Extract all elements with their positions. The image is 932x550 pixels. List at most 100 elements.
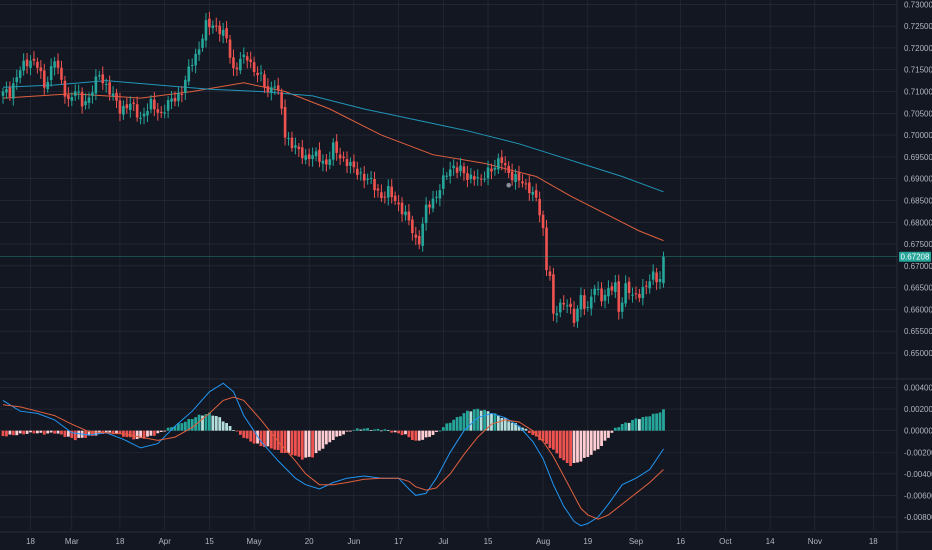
candle-body bbox=[390, 186, 394, 198]
candle-body bbox=[500, 157, 504, 163]
candle-body bbox=[541, 214, 545, 229]
candle-body bbox=[259, 72, 263, 74]
macd-histogram-bar bbox=[531, 430, 535, 435]
macd-histogram-bar bbox=[225, 423, 228, 431]
macd-histogram-bar bbox=[115, 430, 118, 435]
macd-histogram-bar bbox=[170, 427, 173, 431]
candle-body bbox=[466, 173, 469, 180]
macd-histogram-bar bbox=[424, 430, 428, 438]
macd-histogram-bar bbox=[1, 430, 5, 437]
time-tick-label: Jun bbox=[347, 537, 360, 546]
time-tick-label: 14 bbox=[766, 537, 775, 546]
candle-body bbox=[614, 282, 617, 293]
candle-body bbox=[307, 154, 311, 160]
macd-histogram-bar bbox=[335, 430, 339, 437]
macd-histogram-bar bbox=[266, 430, 270, 447]
candle-body bbox=[73, 91, 77, 96]
macd-histogram-bar bbox=[132, 430, 136, 440]
candle-body bbox=[297, 146, 301, 150]
macd-histogram-bar bbox=[462, 413, 466, 431]
candle-body bbox=[36, 61, 39, 68]
candle-body bbox=[201, 38, 204, 48]
candle-body bbox=[311, 155, 314, 160]
macd-histogram-bar bbox=[624, 422, 628, 431]
macd-histogram-bar bbox=[280, 430, 284, 453]
time-tick-label: 16 bbox=[676, 537, 685, 546]
candle-body bbox=[424, 204, 428, 223]
macd-histogram-bar bbox=[56, 430, 60, 434]
price-axis[interactable]: 0.73000 0.72500 0.72000 0.71500 0.71000 0.705… bbox=[904, 0, 932, 358]
candle-body bbox=[128, 103, 132, 110]
time-tick-label: Nov bbox=[808, 537, 822, 546]
macd-histogram-bar bbox=[617, 427, 621, 431]
candle-body bbox=[139, 117, 142, 119]
candle-body bbox=[651, 271, 655, 280]
macd-histogram-bar bbox=[410, 430, 414, 441]
candle-body bbox=[607, 288, 610, 297]
macd-axis[interactable]: 0.00400 0.00200 0.00000 -0.00200 -0.00400 -0.… bbox=[904, 383, 932, 522]
candle-body bbox=[5, 89, 8, 93]
candle-body bbox=[503, 163, 507, 166]
macd-histogram-bar bbox=[163, 430, 167, 432]
candle-body bbox=[335, 141, 338, 153]
candle-body bbox=[521, 181, 524, 184]
candle-body bbox=[524, 183, 528, 185]
candle-body bbox=[356, 168, 359, 175]
macd-histogram-bar bbox=[452, 419, 456, 431]
macd-histogram-bar bbox=[651, 413, 655, 431]
macd-histogram-bar bbox=[39, 430, 43, 433]
macd-histogram-bar bbox=[304, 430, 308, 458]
macd-histogram-bar bbox=[644, 416, 648, 431]
macd-histogram-bar bbox=[8, 430, 12, 435]
macd-histogram-bar bbox=[91, 430, 94, 436]
candle-body bbox=[658, 278, 662, 282]
macd-histogram-bar bbox=[128, 430, 132, 438]
candle-body bbox=[325, 159, 328, 165]
candle-body bbox=[60, 67, 63, 80]
macd-histogram-bar bbox=[366, 428, 370, 431]
current-price-badge: 0.67208 bbox=[0, 251, 931, 262]
macd-histogram-bar bbox=[135, 430, 139, 440]
macd-histogram-bar bbox=[517, 425, 521, 431]
candle-body bbox=[187, 66, 191, 82]
macd-histogram-bar bbox=[386, 430, 390, 432]
macd-histogram-bar bbox=[582, 430, 586, 458]
macd-histogram-bar bbox=[521, 427, 524, 431]
macd-histogram-bar bbox=[496, 415, 500, 431]
macd-histogram-bar bbox=[552, 430, 555, 450]
macd-grid bbox=[0, 387, 897, 518]
candle-body bbox=[565, 305, 569, 307]
candle-body bbox=[331, 142, 335, 160]
candle-body bbox=[545, 227, 548, 271]
macd-histogram-bar bbox=[180, 423, 184, 431]
candle-body bbox=[173, 97, 177, 102]
price-tick-label: 0.67000 bbox=[904, 262, 932, 271]
candle-body bbox=[583, 295, 586, 309]
candle-body bbox=[283, 106, 287, 138]
time-axis[interactable]: 18 Mar 18 Apr 15 May 20 Jun 17 Jul 15 Aug 19 Sep 16 Oct… bbox=[26, 537, 878, 546]
macd-histogram-bar bbox=[620, 423, 624, 431]
candle-body bbox=[166, 100, 170, 111]
macd-histogram-bar bbox=[503, 418, 507, 431]
macd-histogram-bar bbox=[493, 413, 497, 431]
macd-histogram-bar bbox=[476, 408, 480, 431]
macd-histogram-bar bbox=[324, 430, 328, 445]
macd-histogram-bar bbox=[613, 427, 617, 431]
time-tick-label: 18 bbox=[26, 537, 35, 546]
candle-body bbox=[497, 158, 500, 170]
macd-histogram-bar bbox=[235, 430, 239, 432]
macd-histogram-bar bbox=[245, 430, 249, 439]
macd-histogram-bar bbox=[662, 409, 665, 431]
time-tick-label: Oct bbox=[719, 537, 732, 546]
candle-body bbox=[603, 294, 607, 301]
macd-histogram-bar bbox=[60, 430, 63, 435]
macd-histogram-bar bbox=[555, 430, 559, 454]
candle-body bbox=[170, 98, 173, 102]
time-tick-label: 20 bbox=[305, 537, 314, 546]
macd-histogram-bar bbox=[558, 430, 562, 459]
candle-body bbox=[300, 147, 304, 159]
candle-body bbox=[493, 167, 497, 170]
macd-histogram-bar bbox=[459, 416, 462, 431]
